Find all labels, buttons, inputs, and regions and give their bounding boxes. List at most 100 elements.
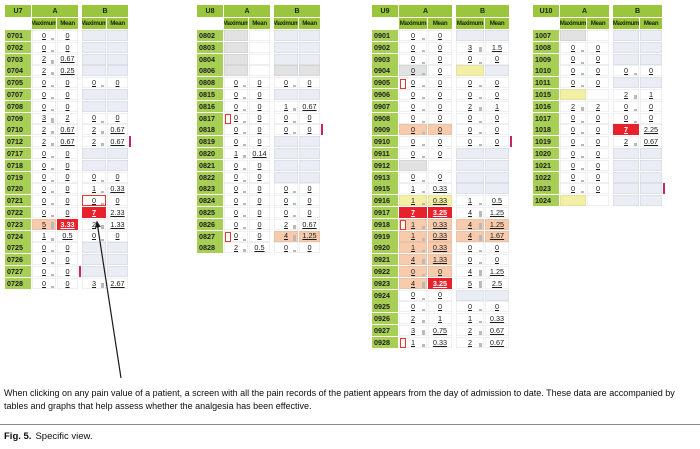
pain-value-cell[interactable]: 0 <box>299 206 320 218</box>
patient-row-id[interactable]: 0908 <box>372 112 398 124</box>
pain-value-cell[interactable]: 0.67 <box>485 324 509 336</box>
patient-row-id[interactable]: 0911 <box>372 147 398 159</box>
pain-value-cell[interactable]: 0 <box>399 88 427 100</box>
pain-value-cell[interactable]: 0 <box>249 195 270 207</box>
pain-value-cell[interactable]: 0 <box>485 77 509 89</box>
pain-value-cell[interactable]: 1 <box>399 218 427 230</box>
pain-value-cell[interactable]: 1.25 <box>485 218 509 230</box>
pain-value-cell[interactable]: 0.33 <box>428 336 452 348</box>
patient-row-id[interactable]: 1024 <box>533 195 559 207</box>
pain-value-cell[interactable]: 0 <box>224 159 248 171</box>
patient-row-id[interactable]: 0804 <box>197 53 223 65</box>
pain-value-cell[interactable]: 0 <box>249 77 270 89</box>
patient-row-id[interactable]: 0708 <box>5 100 31 112</box>
patient-row-id[interactable]: 0901 <box>372 30 398 41</box>
pain-value-cell[interactable]: 0.67 <box>640 136 662 148</box>
pain-value-cell[interactable]: 0 <box>456 242 484 254</box>
pain-value-cell[interactable]: 0.67 <box>107 136 131 148</box>
pain-value-cell[interactable]: 0 <box>560 65 586 77</box>
pain-value-cell[interactable]: 0 <box>399 53 427 65</box>
pain-value-cell[interactable]: 0 <box>224 88 248 100</box>
pain-value-cell[interactable]: 0 <box>107 77 128 89</box>
patient-row-id[interactable]: 1007 <box>533 30 559 41</box>
patient-row-id[interactable]: 1020 <box>533 147 559 159</box>
pain-value-cell[interactable]: 1 <box>224 147 248 159</box>
pain-value-cell[interactable]: 1.25 <box>299 230 320 242</box>
pain-value-cell[interactable]: 2.67 <box>107 277 128 289</box>
pain-value-cell[interactable]: 2 <box>32 124 56 136</box>
patient-row-id[interactable]: 0906 <box>372 88 398 100</box>
pain-value-cell[interactable]: 0 <box>613 65 639 77</box>
patient-row-id[interactable]: 0718 <box>5 159 31 171</box>
pain-value-cell[interactable]: 2 <box>32 136 56 148</box>
pain-value-cell[interactable]: 0 <box>560 136 586 148</box>
pain-value-cell[interactable]: 0 <box>32 41 56 53</box>
pain-value-cell[interactable]: 0 <box>399 147 427 159</box>
patient-row-id[interactable]: 0920 <box>372 242 398 254</box>
pain-value-cell[interactable]: 0 <box>485 242 509 254</box>
patient-row-id[interactable]: 0927 <box>372 324 398 336</box>
pain-value-cell[interactable]: 0.33 <box>107 183 128 195</box>
pain-value-cell[interactable]: 4 <box>274 230 298 242</box>
pain-value-cell[interactable]: 0 <box>560 53 586 65</box>
pain-value-cell[interactable]: 0 <box>224 218 248 230</box>
pain-value-cell[interactable]: 0.67 <box>485 336 509 348</box>
pain-value-cell[interactable]: 0 <box>456 136 484 148</box>
pain-value-cell[interactable]: 0 <box>274 183 298 195</box>
pain-value-cell[interactable]: 0 <box>587 136 609 148</box>
pain-value-cell[interactable]: 0 <box>456 254 484 266</box>
pain-value-cell[interactable]: 0 <box>57 277 78 289</box>
pain-value-cell[interactable]: 0 <box>456 53 484 65</box>
patient-row-id[interactable]: 0712 <box>5 136 31 148</box>
pain-value-cell[interactable]: 0.33 <box>428 195 452 207</box>
patient-row-id[interactable]: 0721 <box>5 195 31 207</box>
pain-value-cell[interactable]: 0 <box>57 30 78 41</box>
pain-value-cell[interactable]: 0 <box>32 195 56 207</box>
pain-value-cell[interactable]: 1.33 <box>107 218 128 230</box>
pain-value-cell[interactable]: 2 <box>613 88 639 100</box>
patient-row-id[interactable]: 0705 <box>5 77 31 89</box>
pain-value-cell[interactable]: 0 <box>32 100 56 112</box>
pain-value-cell[interactable]: 0 <box>299 242 320 254</box>
pain-value-cell[interactable]: 0 <box>32 183 56 195</box>
pain-value-cell[interactable]: 0 <box>224 195 248 207</box>
pain-value-cell[interactable]: 0 <box>224 183 248 195</box>
pain-value-cell[interactable]: 0 <box>399 30 427 41</box>
pain-value-cell[interactable]: 0 <box>107 230 128 242</box>
pain-value-cell[interactable]: 1 <box>399 195 427 207</box>
pain-value-cell[interactable]: 0.67 <box>57 136 78 148</box>
patient-row-id[interactable]: 0912 <box>372 159 398 171</box>
patient-row-id[interactable]: 0824 <box>197 195 223 207</box>
pain-value-cell[interactable]: 0.33 <box>428 242 452 254</box>
pain-value-cell[interactable]: 0.67 <box>299 100 320 112</box>
pain-value-cell[interactable]: 0.33 <box>428 230 452 242</box>
patient-row-id[interactable]: 0817 <box>197 112 223 124</box>
patient-row-id[interactable]: 0719 <box>5 171 31 183</box>
pain-value-cell[interactable]: 0 <box>274 77 298 89</box>
pain-value-cell[interactable]: 1.33 <box>428 254 452 266</box>
pain-value-cell[interactable]: 0 <box>299 112 320 124</box>
pain-value-cell[interactable]: 0 <box>57 183 78 195</box>
pain-value-cell[interactable]: 0 <box>299 183 320 195</box>
patient-row-id[interactable]: 0703 <box>5 53 31 65</box>
patient-row-id[interactable]: 0922 <box>372 265 398 277</box>
pain-value-cell[interactable]: 0 <box>560 77 586 89</box>
pain-value-cell[interactable]: 4 <box>456 265 484 277</box>
pain-value-cell[interactable]: 0 <box>249 124 270 136</box>
pain-value-cell[interactable]: 0 <box>274 206 298 218</box>
pain-value-cell[interactable]: 0 <box>107 171 128 183</box>
pain-value-cell[interactable]: 0 <box>485 112 509 124</box>
patient-row-id[interactable]: 0903 <box>372 53 398 65</box>
patient-row-id[interactable]: 0918 <box>372 218 398 230</box>
pain-value-cell[interactable]: 0.5 <box>485 195 509 207</box>
pain-value-cell[interactable]: 0 <box>82 195 106 207</box>
pain-value-cell[interactable]: 0 <box>587 124 609 136</box>
pain-value-cell[interactable]: 0 <box>32 206 56 218</box>
pain-value-cell[interactable]: 1 <box>428 313 452 325</box>
patient-row-id[interactable]: 1016 <box>533 100 559 112</box>
patient-row-id[interactable]: 0717 <box>5 147 31 159</box>
pain-value-cell[interactable]: 0 <box>587 65 609 77</box>
patient-row-id[interactable]: 0704 <box>5 65 31 77</box>
pain-value-cell[interactable]: 0 <box>640 100 662 112</box>
pain-value-cell[interactable]: 0 <box>249 171 270 183</box>
